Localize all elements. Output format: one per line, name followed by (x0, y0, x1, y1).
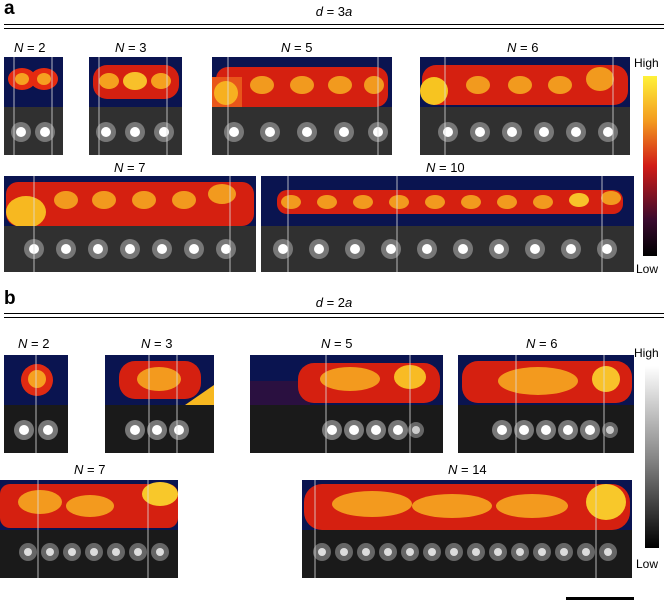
panel-a-label-n3: N = 3 (115, 40, 147, 55)
panel-a-colorbar-high-label: High (634, 56, 659, 70)
panel-b-image-n14 (302, 480, 632, 578)
panel-b-label-n7: N = 7 (74, 462, 106, 477)
panel-b-image-n7 (0, 480, 178, 578)
panel-a-label-n10: N = 10 (426, 160, 465, 175)
panel-b-rule-bottom (4, 317, 664, 318)
panel-a-colorbar (643, 76, 657, 256)
panel-b-label-n6: N = 6 (526, 336, 558, 351)
panel-b-colorbar-high-label: High (634, 346, 659, 360)
panel-a-image-n7 (4, 176, 256, 272)
panel-b-spacing-label: d = 2a (315, 295, 353, 310)
panel-b-rule-top (4, 313, 664, 314)
scale-bar (566, 597, 634, 600)
panel-b-image-n5 (250, 355, 443, 453)
panel-b-image-n6 (458, 355, 634, 453)
panel-b-label-n3: N = 3 (141, 336, 173, 351)
panel-a-label-n5: N = 5 (281, 40, 313, 55)
panel-a-label-n2: N = 2 (14, 40, 46, 55)
panel-a-letter: a (4, 0, 15, 19)
panel-b-image-n2 (4, 355, 68, 453)
panel-a-image-n5 (212, 57, 392, 155)
panel-b-image-n3 (105, 355, 214, 453)
panel-b-colorbar (645, 366, 659, 548)
panel-a-image-n6 (420, 57, 630, 155)
panel-a-spacing-label: d = 3a (315, 4, 353, 19)
panel-a-label-n7: N = 7 (114, 160, 146, 175)
panel-a-label-n6: N = 6 (507, 40, 539, 55)
panel-a-rule-top (4, 24, 664, 25)
panel-b-letter: b (4, 288, 16, 309)
panel-a-colorbar-low-label: Low (636, 262, 659, 276)
panel-a-image-n3 (89, 57, 182, 155)
panel-b-colorbar-low-label: Low (636, 557, 659, 571)
panel-a-image-n10 (261, 176, 634, 272)
panel-a-rule-bottom (4, 28, 664, 29)
panel-b-label-n2: N = 2 (18, 336, 50, 351)
panel-b-label-n14: N = 14 (448, 462, 487, 477)
panel-b-label-n5: N = 5 (321, 336, 353, 351)
panel-a-image-n2 (4, 57, 63, 155)
